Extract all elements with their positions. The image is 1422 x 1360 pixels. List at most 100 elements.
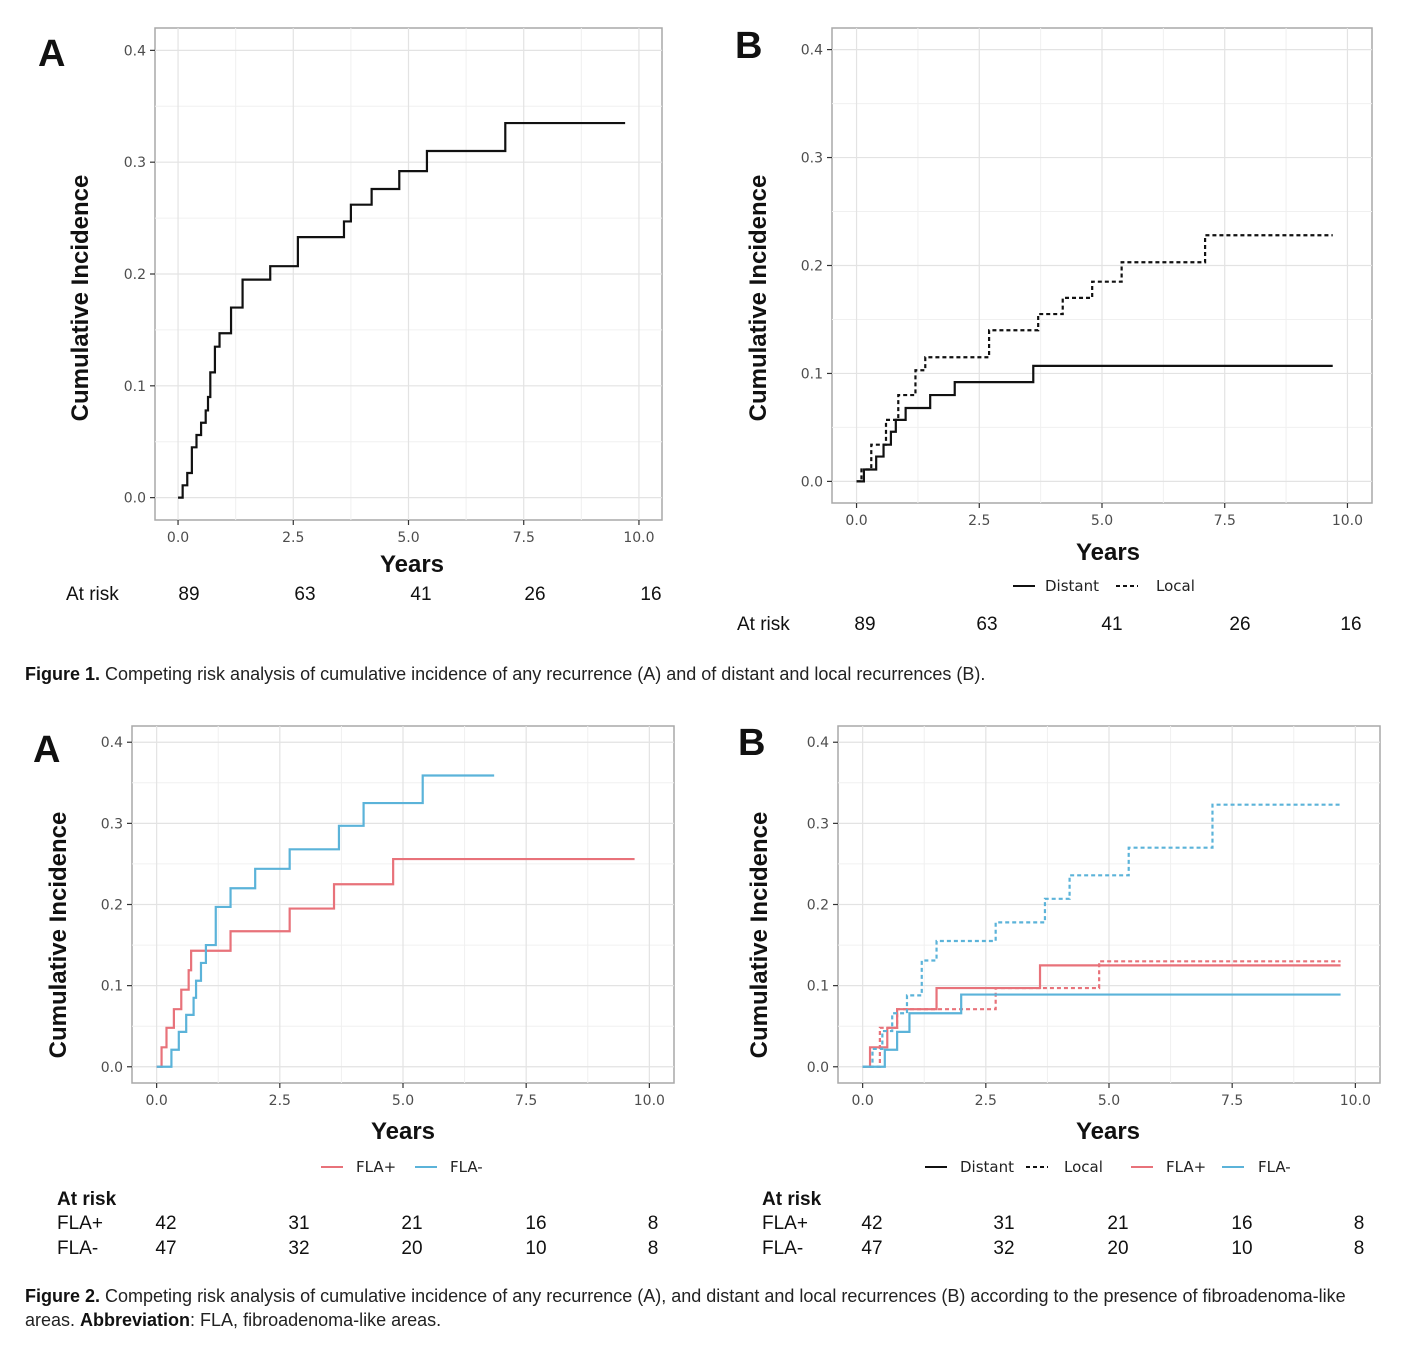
y-tick-label: 0.4 (807, 735, 829, 751)
y-axis-title: Cumulative Incidence (746, 812, 773, 1059)
x-axis-title: Years (1076, 1118, 1140, 1145)
y-tick-label: 0.2 (801, 259, 823, 275)
series-line-fla-local (862, 960, 1341, 1068)
figure2-caption-text: Competing risk analysis of cumulative in… (25, 1286, 1346, 1330)
legend-label: FLA+ (356, 1158, 396, 1176)
series-line-fla- (156, 857, 635, 1068)
x-tick-label: 0.0 (167, 530, 189, 546)
at-risk-title: At risk (762, 1189, 822, 1210)
y-tick-label: 0.3 (807, 816, 829, 832)
x-tick-label: 2.5 (282, 530, 304, 546)
x-axis-title: Years (371, 1118, 435, 1145)
x-tick-label: 2.5 (975, 1093, 997, 1109)
at-risk-value: 31 (288, 1213, 309, 1234)
y-tick-label: 0.4 (101, 735, 123, 751)
y-tick-label: 0.3 (101, 816, 123, 832)
at-risk-value: 41 (410, 584, 431, 605)
x-tick-label: 0.0 (845, 513, 867, 529)
y-tick-label: 0.1 (101, 979, 123, 995)
at-risk-row-label: FLA+ (762, 1213, 808, 1234)
x-tick-label: 2.5 (269, 1093, 291, 1109)
at-risk-value: 26 (1229, 614, 1250, 635)
at-risk-value: 8 (1354, 1238, 1365, 1259)
chart-fig2b: 0.0 2.5 5.0 7.5 10.0 0.0 0.1 0.2 0.3 0.4 B Cumulati… (738, 722, 1381, 1259)
legend-label: FLA- (450, 1158, 483, 1176)
y-tick-label: 0.0 (124, 491, 146, 507)
at-risk-value: 8 (648, 1213, 659, 1234)
at-risk-title: At risk (66, 584, 119, 605)
chart-fig2a: 0.0 2.5 5.0 7.5 10.0 0.0 0.1 0.2 0.3 0.4 A Cumulati… (33, 725, 675, 1259)
legend-label: FLA+ (1166, 1158, 1206, 1176)
x-axis-title: Years (1076, 539, 1140, 566)
x-tick-label: 7.5 (513, 530, 535, 546)
y-tick-label: 0.2 (807, 898, 829, 914)
legend-label: Local (1156, 577, 1195, 595)
x-tick-label: 5.0 (1091, 513, 1113, 529)
y-tick-label: 0.3 (124, 155, 146, 171)
y-tick-label: 0.4 (801, 43, 823, 59)
y-tick-label: 0.0 (101, 1060, 123, 1076)
at-risk-value: 42 (861, 1213, 882, 1234)
series-line-distant (856, 364, 1333, 483)
legend-label: Local (1064, 1158, 1103, 1176)
at-risk-value: 31 (993, 1213, 1014, 1234)
y-tick-label: 0.0 (807, 1060, 829, 1076)
at-risk-title: At risk (737, 614, 790, 635)
figure1-caption: Figure 1. Competing risk analysis of cum… (25, 662, 985, 686)
at-risk-value: 26 (524, 584, 545, 605)
at-risk-value: 16 (1340, 614, 1361, 635)
at-risk-value: 42 (155, 1213, 176, 1234)
figure2-caption: Figure 2. Competing risk analysis of cum… (25, 1284, 1395, 1332)
y-tick-label: 0.4 (124, 43, 146, 59)
y-tick-label: 0.2 (124, 267, 146, 283)
chart-fig1b: 0.0 2.5 5.0 7.5 10.0 0.0 0.1 0.2 0.3 0.4 B Cumulati… (735, 25, 1373, 635)
figure1-caption-text: Competing risk analysis of cumulative in… (100, 664, 986, 684)
at-risk-value: 41 (1101, 614, 1122, 635)
series-line-fla- (156, 774, 495, 1068)
at-risk-value: 10 (525, 1238, 546, 1259)
at-risk-row-label: FLA- (762, 1238, 803, 1259)
x-tick-label: 5.0 (392, 1093, 414, 1109)
at-risk-row-label: FLA- (57, 1238, 98, 1259)
at-risk-value: 21 (1107, 1213, 1128, 1234)
y-tick-label: 0.3 (801, 151, 823, 167)
x-tick-label: 0.0 (146, 1093, 168, 1109)
panel-label: B (738, 722, 765, 764)
x-tick-label: 10.0 (634, 1093, 665, 1109)
at-risk-value: 8 (648, 1238, 659, 1259)
x-tick-label: 10.0 (1332, 513, 1363, 529)
x-tick-label: 10.0 (623, 530, 654, 546)
y-tick-label: 0.2 (101, 898, 123, 914)
y-axis-title: Cumulative Incidence (745, 175, 772, 422)
at-risk-value: 10 (1231, 1238, 1252, 1259)
at-risk-value: 47 (861, 1238, 882, 1259)
at-risk-value: 63 (976, 614, 997, 635)
figure2-abbrev-label: Abbreviation (80, 1310, 191, 1330)
at-risk-value: 8 (1354, 1213, 1365, 1234)
y-tick-label: 0.0 (801, 474, 823, 490)
series-line-fla-local (862, 803, 1341, 1068)
x-tick-label: 5.0 (1098, 1093, 1120, 1109)
at-risk-value: 89 (178, 584, 199, 605)
y-tick-label: 0.1 (801, 366, 823, 382)
x-tick-label: 0.0 (852, 1093, 874, 1109)
panel-label: A (38, 33, 65, 75)
at-risk-value: 20 (1107, 1238, 1128, 1259)
at-risk-value: 63 (294, 584, 315, 605)
y-tick-label: 0.1 (807, 979, 829, 995)
at-risk-value: 20 (401, 1238, 422, 1259)
legend-label: Distant (960, 1158, 1014, 1176)
at-risk-value: 89 (854, 614, 875, 635)
y-tick-label: 0.1 (124, 379, 146, 395)
at-risk-value: 16 (1231, 1213, 1252, 1234)
x-tick-label: 7.5 (515, 1093, 537, 1109)
at-risk-title: At risk (57, 1189, 117, 1210)
x-tick-label: 7.5 (1221, 1093, 1243, 1109)
legend-label: Distant (1045, 577, 1099, 595)
y-axis-title: Cumulative Incidence (67, 175, 94, 422)
figure2-abbrev-text: : FLA, fibroadenoma-like areas. (190, 1310, 442, 1330)
at-risk-value: 32 (993, 1238, 1014, 1259)
series-line-fla-distant (862, 993, 1341, 1068)
panel-label: A (33, 729, 60, 771)
panel-label: B (735, 25, 762, 67)
